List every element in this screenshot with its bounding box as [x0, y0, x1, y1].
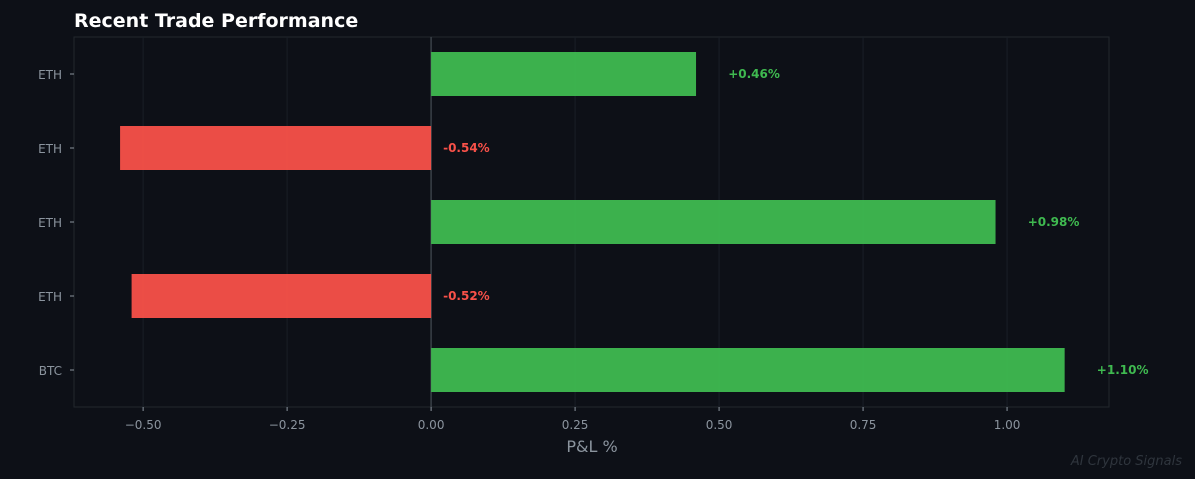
y-tick-label: BTC — [39, 364, 62, 378]
bar — [431, 52, 697, 96]
bar — [120, 126, 432, 170]
x-tick-label: 0.25 — [562, 418, 589, 432]
bar — [431, 200, 996, 244]
y-tick-label: ETH — [38, 290, 62, 304]
bar — [131, 274, 432, 318]
data-label: +1.10% — [1097, 363, 1149, 377]
watermark: AI Crypto Signals — [1070, 454, 1182, 469]
x-axis-label: P&L % — [566, 437, 617, 456]
bar — [431, 348, 1065, 392]
y-tick-label: ETH — [38, 68, 62, 82]
data-label: +0.46% — [728, 67, 780, 81]
data-label: -0.54% — [443, 141, 490, 155]
x-tick-label: 0.75 — [850, 418, 877, 432]
data-label: -0.52% — [443, 289, 490, 303]
x-tick-label: 1.00 — [994, 418, 1021, 432]
data-label: +0.98% — [1028, 215, 1080, 229]
chart-title: Recent Trade Performance — [74, 10, 358, 32]
y-tick-label: ETH — [38, 216, 62, 230]
x-tick-label: −0.50 — [125, 418, 162, 432]
y-tick-label: ETH — [38, 142, 62, 156]
x-tick-label: 0.50 — [706, 418, 733, 432]
x-tick-label: 0.00 — [418, 418, 445, 432]
x-tick-label: −0.25 — [269, 418, 306, 432]
